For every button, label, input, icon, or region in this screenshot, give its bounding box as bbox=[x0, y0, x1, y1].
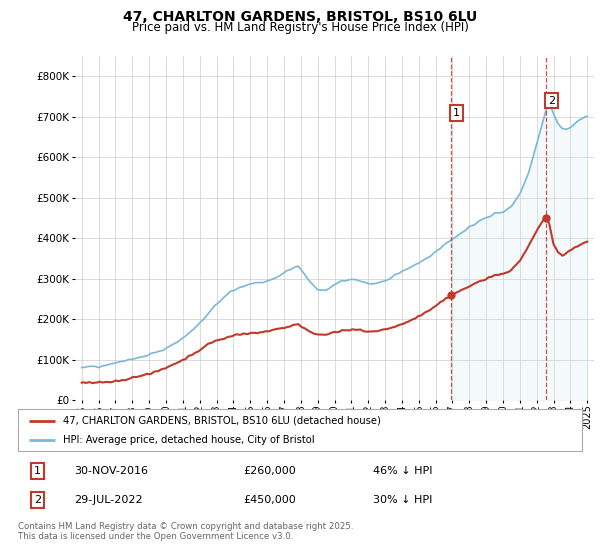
Text: 30% ↓ HPI: 30% ↓ HPI bbox=[373, 495, 433, 505]
Text: £450,000: £450,000 bbox=[244, 495, 296, 505]
Text: 47, CHARLTON GARDENS, BRISTOL, BS10 6LU: 47, CHARLTON GARDENS, BRISTOL, BS10 6LU bbox=[123, 10, 477, 24]
Text: 29-JUL-2022: 29-JUL-2022 bbox=[74, 495, 143, 505]
Text: 1: 1 bbox=[34, 466, 41, 476]
Text: 2: 2 bbox=[34, 495, 41, 505]
Text: 46% ↓ HPI: 46% ↓ HPI bbox=[373, 466, 433, 476]
Text: Price paid vs. HM Land Registry's House Price Index (HPI): Price paid vs. HM Land Registry's House … bbox=[131, 21, 469, 34]
Text: 47, CHARLTON GARDENS, BRISTOL, BS10 6LU (detached house): 47, CHARLTON GARDENS, BRISTOL, BS10 6LU … bbox=[63, 416, 381, 426]
Text: 30-NOV-2016: 30-NOV-2016 bbox=[74, 466, 148, 476]
Text: Contains HM Land Registry data © Crown copyright and database right 2025.
This d: Contains HM Land Registry data © Crown c… bbox=[18, 522, 353, 542]
Text: 1: 1 bbox=[453, 108, 460, 118]
Text: HPI: Average price, detached house, City of Bristol: HPI: Average price, detached house, City… bbox=[63, 435, 315, 445]
Text: £260,000: £260,000 bbox=[244, 466, 296, 476]
Text: 2: 2 bbox=[548, 96, 555, 106]
